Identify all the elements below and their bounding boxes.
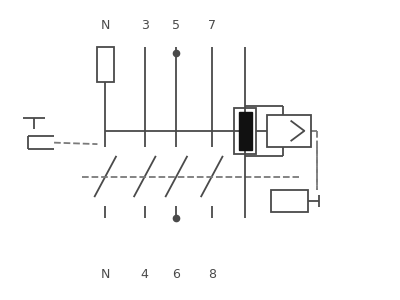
Bar — [271, 190, 308, 212]
Text: 4: 4 — [141, 268, 149, 281]
Bar — [97, 47, 114, 82]
Text: N: N — [101, 268, 110, 281]
Bar — [268, 115, 311, 147]
Text: 6: 6 — [172, 268, 180, 281]
Text: N: N — [101, 19, 110, 32]
Bar — [239, 112, 252, 150]
Text: 5: 5 — [172, 19, 180, 32]
Text: 3: 3 — [141, 19, 149, 32]
Text: 7: 7 — [208, 19, 216, 32]
Bar — [234, 108, 256, 154]
Text: 8: 8 — [208, 268, 216, 281]
